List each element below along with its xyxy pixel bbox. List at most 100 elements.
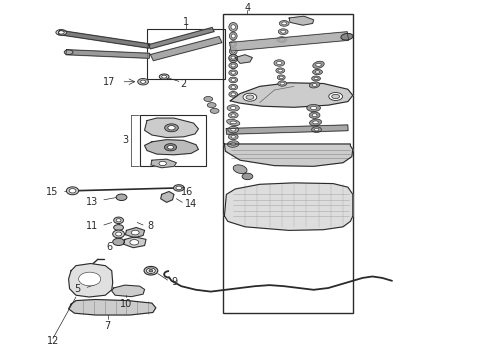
Ellipse shape [228,134,238,140]
Ellipse shape [162,75,167,78]
Polygon shape [230,32,348,51]
Ellipse shape [159,161,167,166]
Text: 6: 6 [107,242,113,252]
Ellipse shape [231,64,235,67]
Ellipse shape [173,185,184,191]
Polygon shape [69,300,156,315]
Ellipse shape [231,64,235,67]
Ellipse shape [229,54,238,63]
Ellipse shape [204,96,213,102]
Ellipse shape [230,121,236,124]
Ellipse shape [229,84,238,90]
Ellipse shape [313,61,324,68]
Text: 8: 8 [147,221,153,231]
Text: 3: 3 [122,135,129,145]
Ellipse shape [315,128,318,131]
Polygon shape [112,285,145,297]
Ellipse shape [229,55,238,60]
Polygon shape [123,237,146,248]
Ellipse shape [116,232,122,236]
Polygon shape [289,16,314,25]
Ellipse shape [312,114,317,117]
Ellipse shape [227,141,239,147]
Ellipse shape [281,30,286,33]
Polygon shape [224,183,353,230]
Text: 4: 4 [245,3,250,13]
Ellipse shape [149,269,153,272]
Ellipse shape [130,240,139,245]
Ellipse shape [279,38,284,41]
Polygon shape [230,83,353,107]
Ellipse shape [276,61,282,65]
Ellipse shape [168,145,173,149]
Ellipse shape [277,75,285,80]
Ellipse shape [312,127,321,132]
Polygon shape [148,27,214,49]
Polygon shape [145,118,198,138]
Polygon shape [151,159,176,168]
Polygon shape [224,144,353,166]
Ellipse shape [228,126,239,133]
Ellipse shape [231,86,235,89]
Ellipse shape [116,194,127,201]
Ellipse shape [114,225,123,230]
Ellipse shape [282,22,287,25]
Ellipse shape [229,22,238,31]
Ellipse shape [313,121,318,124]
Ellipse shape [138,78,148,85]
Ellipse shape [144,266,158,275]
Ellipse shape [164,144,176,151]
Ellipse shape [233,165,247,174]
Ellipse shape [113,238,124,246]
Ellipse shape [230,41,237,47]
Ellipse shape [231,78,235,81]
Ellipse shape [316,71,319,73]
Ellipse shape [312,76,320,81]
Ellipse shape [58,31,64,34]
Ellipse shape [230,107,236,109]
Ellipse shape [274,60,285,66]
Ellipse shape [231,114,235,117]
Ellipse shape [176,186,182,190]
Text: 14: 14 [185,199,197,210]
Ellipse shape [329,93,343,100]
Ellipse shape [314,77,318,80]
Polygon shape [161,192,174,202]
Ellipse shape [277,37,287,42]
Ellipse shape [278,29,288,35]
Polygon shape [125,228,145,238]
Ellipse shape [316,63,321,66]
Polygon shape [66,50,149,58]
Ellipse shape [280,82,284,85]
Ellipse shape [207,103,216,108]
Text: 11: 11 [86,221,98,231]
Ellipse shape [165,124,178,132]
Ellipse shape [246,95,254,99]
Ellipse shape [231,56,235,59]
Text: 15: 15 [47,186,59,197]
Ellipse shape [231,135,235,138]
Text: 13: 13 [86,197,98,207]
Text: 2: 2 [181,78,187,89]
Ellipse shape [229,48,237,55]
Ellipse shape [229,77,238,83]
Ellipse shape [231,143,236,145]
Ellipse shape [312,84,317,86]
Ellipse shape [231,25,235,29]
Bar [147,29,225,79]
Ellipse shape [279,76,283,78]
Polygon shape [69,264,113,297]
Polygon shape [226,125,348,134]
Polygon shape [145,140,198,155]
Ellipse shape [278,69,282,72]
Ellipse shape [56,30,67,35]
Ellipse shape [242,173,253,180]
Ellipse shape [67,187,78,195]
Ellipse shape [131,230,139,235]
Bar [223,14,353,313]
Ellipse shape [64,50,73,54]
Ellipse shape [278,81,287,86]
Ellipse shape [311,107,317,110]
Polygon shape [235,55,252,63]
Bar [140,115,206,166]
